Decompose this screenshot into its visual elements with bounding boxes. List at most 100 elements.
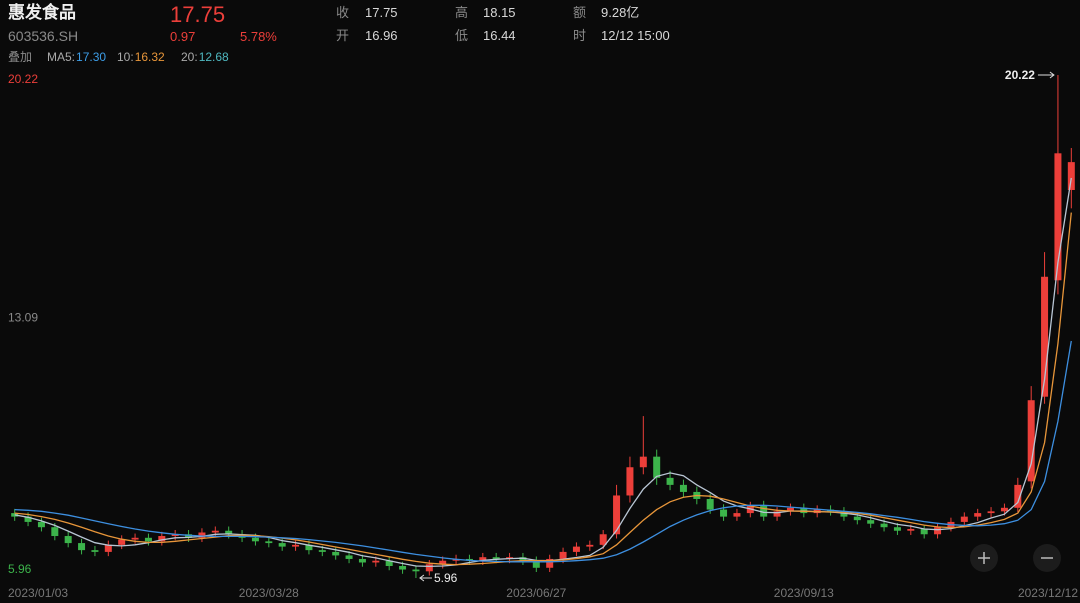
stock-name: 惠发食品 [8,2,76,22]
candle-body [251,537,259,542]
y-tick-label: 5.96 [8,562,32,576]
stock-code: 603536.SH [8,28,78,44]
candle-body [760,506,768,517]
candle-body [131,537,139,540]
candle-body [345,555,353,559]
min-arrow [419,574,432,582]
change: 0.97 [170,29,195,44]
field-value: 17.75 [365,5,398,20]
y-tick-label: 20.22 [8,72,38,86]
legend-value: 12.68 [199,50,229,64]
candle-body [586,544,594,547]
zoom-in-button[interactable] [970,544,998,572]
x-tick-label: 2023/01/03 [8,586,68,600]
candle-body [358,558,366,563]
legend-name: 20: [181,50,198,64]
candle-body [332,551,340,556]
field-label: 开 [336,28,349,43]
zoom-out-button[interactable] [1033,544,1061,572]
candle-body [439,560,447,565]
candle-body [479,557,487,561]
candle-body [158,536,166,542]
candle-body [720,509,728,517]
candle-body [613,495,621,535]
candle-body [626,467,634,496]
candle-body [1041,276,1049,397]
field-value: 16.44 [483,28,516,43]
candle-body [225,530,233,535]
candle-body [78,543,86,551]
x-tick-label: 2023/09/13 [774,586,834,600]
field-value: 12/12 15:00 [601,28,670,43]
candle-body [305,544,313,551]
x-tick-label: 2023/03/28 [239,586,299,600]
candle-body [880,523,888,528]
candle-body [278,543,286,547]
candle-body [425,564,433,572]
y-tick-label: 13.09 [8,311,38,325]
candle-body [118,539,126,545]
candle-body [372,560,380,563]
candle-body [786,507,794,512]
ma-line [14,212,1072,566]
candle-body [773,511,781,517]
field-label: 低 [455,28,468,43]
candle-body [292,544,300,547]
candle-body [1054,153,1062,281]
candle-body [385,560,393,567]
candle-body [960,516,968,522]
candle-body [399,566,407,570]
candle-body [572,546,580,552]
field-label: 收 [336,5,349,20]
candle-body [639,456,647,468]
field-label: 额 [573,5,586,20]
plus-icon [978,552,990,564]
candle-body [1014,484,1022,508]
legend-value: 16.32 [135,50,165,64]
legend-value: 17.30 [76,50,106,64]
candle-body [679,484,687,492]
candle-body [91,550,99,552]
candle-body [532,560,540,568]
candle-body [559,551,567,559]
overlay-button[interactable]: 叠加 [8,50,32,64]
candle-body [51,527,59,537]
candle-body [907,528,915,531]
candle-body [1027,400,1035,482]
candle-body [211,530,219,533]
max-label: 20.22 [1005,68,1035,82]
change-pct: 5.78% [240,29,277,44]
candle-body [666,477,674,485]
candle-body [599,534,607,545]
candle-body [318,550,326,552]
candle-body [24,516,32,522]
candle-body [867,520,875,524]
candle-body [64,536,72,544]
candle-body [840,511,848,517]
candle-body [934,527,942,535]
min-label: 5.96 [434,571,458,585]
candle-body [265,541,273,544]
candle-body [37,521,45,528]
candle-body [733,513,741,517]
candle-body [653,456,661,478]
candle-body [546,558,554,568]
candle-body [920,528,928,535]
x-tick-label: 2023/06/27 [506,586,566,600]
candle-body [706,498,714,510]
candle-body [1067,162,1075,190]
candle-body [104,544,112,552]
legend-name: MA5: [47,50,75,64]
ma-line [14,340,1072,563]
candle-body [987,511,995,514]
candle-body [492,557,500,559]
candle-body [519,557,527,561]
price: 17.75 [170,2,225,27]
candle-body [171,534,179,537]
candle-body [974,513,982,517]
legend-name: 10: [117,50,134,64]
candle-body [198,532,206,538]
candle-body [1000,507,1008,512]
